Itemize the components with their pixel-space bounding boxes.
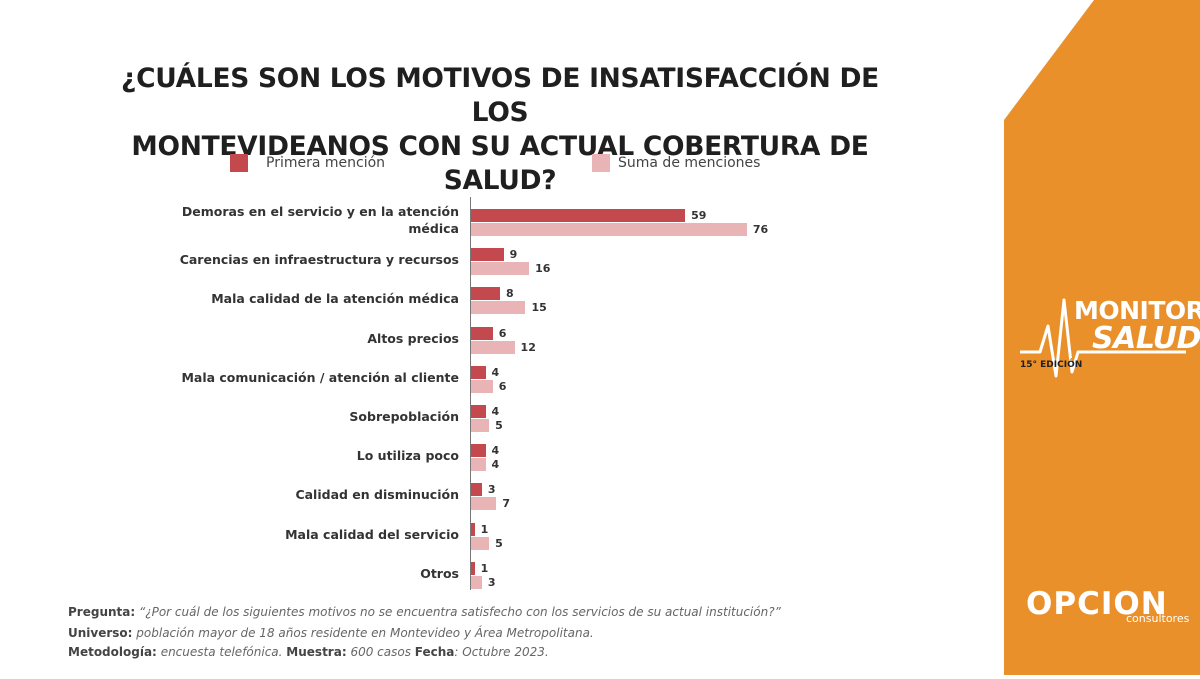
footer-metodologia-text: encuesta telefónica. (160, 645, 283, 659)
bar-suma-menciones (471, 575, 482, 589)
bar-primera-mencion (471, 365, 486, 379)
category-label: Otros (129, 565, 459, 582)
value-label-primera: 3 (487, 483, 496, 497)
value-label-suma: 5 (495, 419, 503, 432)
value-label-primera: 9 (509, 248, 518, 262)
brand-panel: MONITOR SALUD 15° EDICIÓN OPCION consult… (1004, 0, 1200, 675)
bar-suma-menciones (471, 223, 747, 236)
value-label-primera: 4 (491, 444, 500, 458)
category-label-line: médica (408, 220, 459, 236)
bar-suma-menciones (471, 301, 526, 315)
value-label-primera: 8 (506, 287, 514, 301)
category-label-line: Calidad en disminución (295, 487, 459, 503)
category-label: Carencias en infraestructura y recursos (129, 251, 459, 268)
category-label: Altos precios (129, 330, 459, 347)
bar-primera-mencion (471, 287, 501, 301)
footer-pregunta-label: Pregunta: (68, 605, 136, 619)
legend-swatch-suma (592, 154, 610, 172)
value-label-primera: 4 (491, 405, 500, 418)
brand-salud: SALUD (1092, 321, 1200, 356)
bar-suma-menciones (471, 458, 486, 472)
brand-opcion-logo: OPCION (1026, 586, 1168, 622)
footer-metodologia: Metodología: encuesta telefónica. Muestr… (68, 644, 549, 661)
brand-consultores: consultores (1126, 612, 1190, 625)
bar-primera-mencion (471, 209, 686, 222)
footer-fecha-label: Fecha (414, 645, 455, 659)
footer-universo-label: Universo: (68, 626, 133, 640)
legend-swatch-primera (230, 154, 248, 172)
legend-item-primera: Primera mención (230, 153, 385, 173)
category-axis-line (470, 197, 471, 590)
value-label-suma: 7 (502, 497, 511, 511)
category-label: Mala calidad de la atención médica (129, 290, 459, 307)
value-label-primera: 59 (691, 209, 707, 222)
category-label: Mala comunicación / atención al cliente (129, 369, 459, 386)
category-label-line: Otros (420, 565, 459, 581)
bar-suma-menciones (471, 379, 493, 393)
category-label-line: Demoras en el servicio y en la atención (181, 203, 459, 219)
bar-primera-mencion (471, 326, 493, 340)
chart-title: ¿CUÁLES SON LOS MOTIVOS DE INSATISFACCIÓ… (100, 62, 900, 198)
legend-label-primera: Primera mención (266, 155, 386, 171)
category-label: Calidad en disminución (129, 486, 459, 503)
value-label-suma: 4 (491, 458, 500, 472)
footer-universo-text: población mayor de 18 años residente en … (136, 626, 594, 640)
value-label-primera: 6 (498, 326, 507, 340)
value-label-suma: 3 (487, 575, 496, 589)
category-label-line: Altos precios (367, 330, 459, 346)
value-label-primera: 1 (480, 522, 489, 536)
legend-label-suma: Suma de menciones (618, 155, 761, 171)
category-label-line: Mala calidad de la atención médica (211, 291, 459, 307)
bar-primera-mencion (471, 444, 486, 458)
chart-title-line-1: ¿CUÁLES SON LOS MOTIVOS DE INSATISFACCIÓ… (121, 63, 879, 128)
brand-monitor: MONITOR (1074, 296, 1200, 325)
category-label: Mala calidad del servicio (129, 526, 459, 543)
bar-primera-mencion (471, 522, 475, 536)
bar-suma-menciones (471, 419, 490, 432)
footer-muestra-text: 600 casos (350, 645, 411, 659)
value-label-suma: 16 (535, 262, 551, 276)
value-label-suma: 12 (520, 340, 536, 354)
footer-universo: Universo: población mayor de 18 años res… (68, 625, 594, 642)
heartbeat-line-icon (1020, 298, 1186, 378)
legend-item-suma: Suma de menciones (592, 153, 760, 173)
bar-primera-mencion (471, 405, 486, 418)
chart-title-line-2: MONTEVIDEANOS CON SU ACTUAL COBERTURA DE… (131, 131, 869, 196)
footer-pregunta: Pregunta: “¿Por cuál de los siguientes m… (68, 604, 781, 621)
value-label-suma: 6 (498, 379, 507, 393)
value-label-primera: 4 (491, 365, 500, 379)
footer-pregunta-text: “¿Por cuál de los siguientes motivos no … (139, 605, 781, 619)
category-label: Lo utiliza poco (129, 447, 459, 464)
footer-metodologia-label: Metodología: (68, 645, 157, 659)
category-label-line: Mala comunicación / atención al cliente (181, 369, 459, 385)
footer-muestra-label: Muestra: (286, 645, 347, 659)
value-label-suma: 76 (752, 223, 769, 236)
bar-suma-menciones (471, 340, 515, 354)
bar-primera-mencion (471, 561, 475, 575)
bar-suma-menciones (471, 497, 497, 511)
category-label: Sobrepoblación (129, 408, 459, 425)
category-label-line: Mala calidad del servicio (285, 526, 459, 542)
bar-suma-menciones (471, 262, 530, 276)
footer-fecha-text: : Octubre 2023. (454, 645, 549, 659)
category-label-line: Lo utiliza poco (356, 448, 459, 464)
brand-edicion: 15° EDICIÓN (1020, 360, 1083, 370)
brand-panel-shape (1004, 0, 1200, 675)
bar-primera-mencion (471, 248, 504, 262)
category-label-line: Sobrepoblación (349, 409, 459, 424)
value-label-suma: 5 (495, 536, 503, 550)
category-label-line: Carencias en infraestructura y recursos (179, 252, 459, 268)
bar-suma-menciones (471, 536, 490, 550)
bar-primera-mencion (471, 483, 482, 497)
value-label-suma: 15 (531, 301, 547, 315)
category-label: Demoras en el servicio y en la atención m… (129, 203, 459, 237)
value-label-primera: 1 (480, 561, 489, 575)
